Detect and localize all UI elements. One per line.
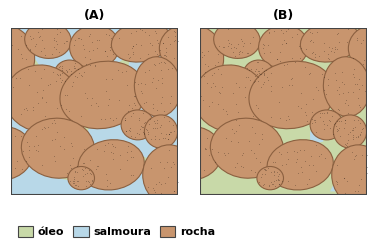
Text: (A): (A) [84,9,105,22]
Ellipse shape [144,115,178,148]
Ellipse shape [301,21,360,62]
Ellipse shape [160,25,209,72]
Ellipse shape [267,140,333,190]
Ellipse shape [164,25,224,92]
Ellipse shape [54,60,85,87]
Ellipse shape [257,166,284,190]
Ellipse shape [60,61,146,129]
Ellipse shape [323,57,370,117]
Ellipse shape [78,140,144,190]
Polygon shape [121,105,135,125]
Polygon shape [310,128,324,145]
Ellipse shape [143,145,196,205]
Ellipse shape [211,118,284,178]
Ellipse shape [349,25,378,72]
Ellipse shape [259,25,308,68]
Ellipse shape [243,60,274,87]
Polygon shape [135,155,148,168]
Ellipse shape [70,25,119,68]
Polygon shape [25,58,41,73]
Ellipse shape [332,145,378,205]
Ellipse shape [249,61,335,129]
Polygon shape [91,148,104,165]
Ellipse shape [68,166,94,190]
Polygon shape [250,118,267,135]
Polygon shape [74,118,91,135]
Ellipse shape [121,110,154,140]
Ellipse shape [112,21,171,62]
Ellipse shape [310,110,343,140]
Polygon shape [274,175,290,185]
Ellipse shape [333,115,367,148]
Polygon shape [70,58,85,72]
Polygon shape [250,72,267,88]
Polygon shape [220,118,234,131]
Ellipse shape [0,25,35,92]
Ellipse shape [0,126,33,180]
Polygon shape [61,85,74,102]
Ellipse shape [25,22,71,59]
Ellipse shape [22,118,94,178]
Ellipse shape [214,22,260,59]
Ellipse shape [5,65,78,132]
Legend: óleo, salmoura, rocha: óleo, salmoura, rocha [13,222,219,242]
Polygon shape [330,182,347,191]
Text: (B): (B) [273,9,294,22]
Ellipse shape [194,65,267,132]
Polygon shape [277,98,290,115]
Ellipse shape [134,57,181,117]
Polygon shape [118,55,131,72]
Polygon shape [58,171,78,182]
Ellipse shape [162,126,222,180]
